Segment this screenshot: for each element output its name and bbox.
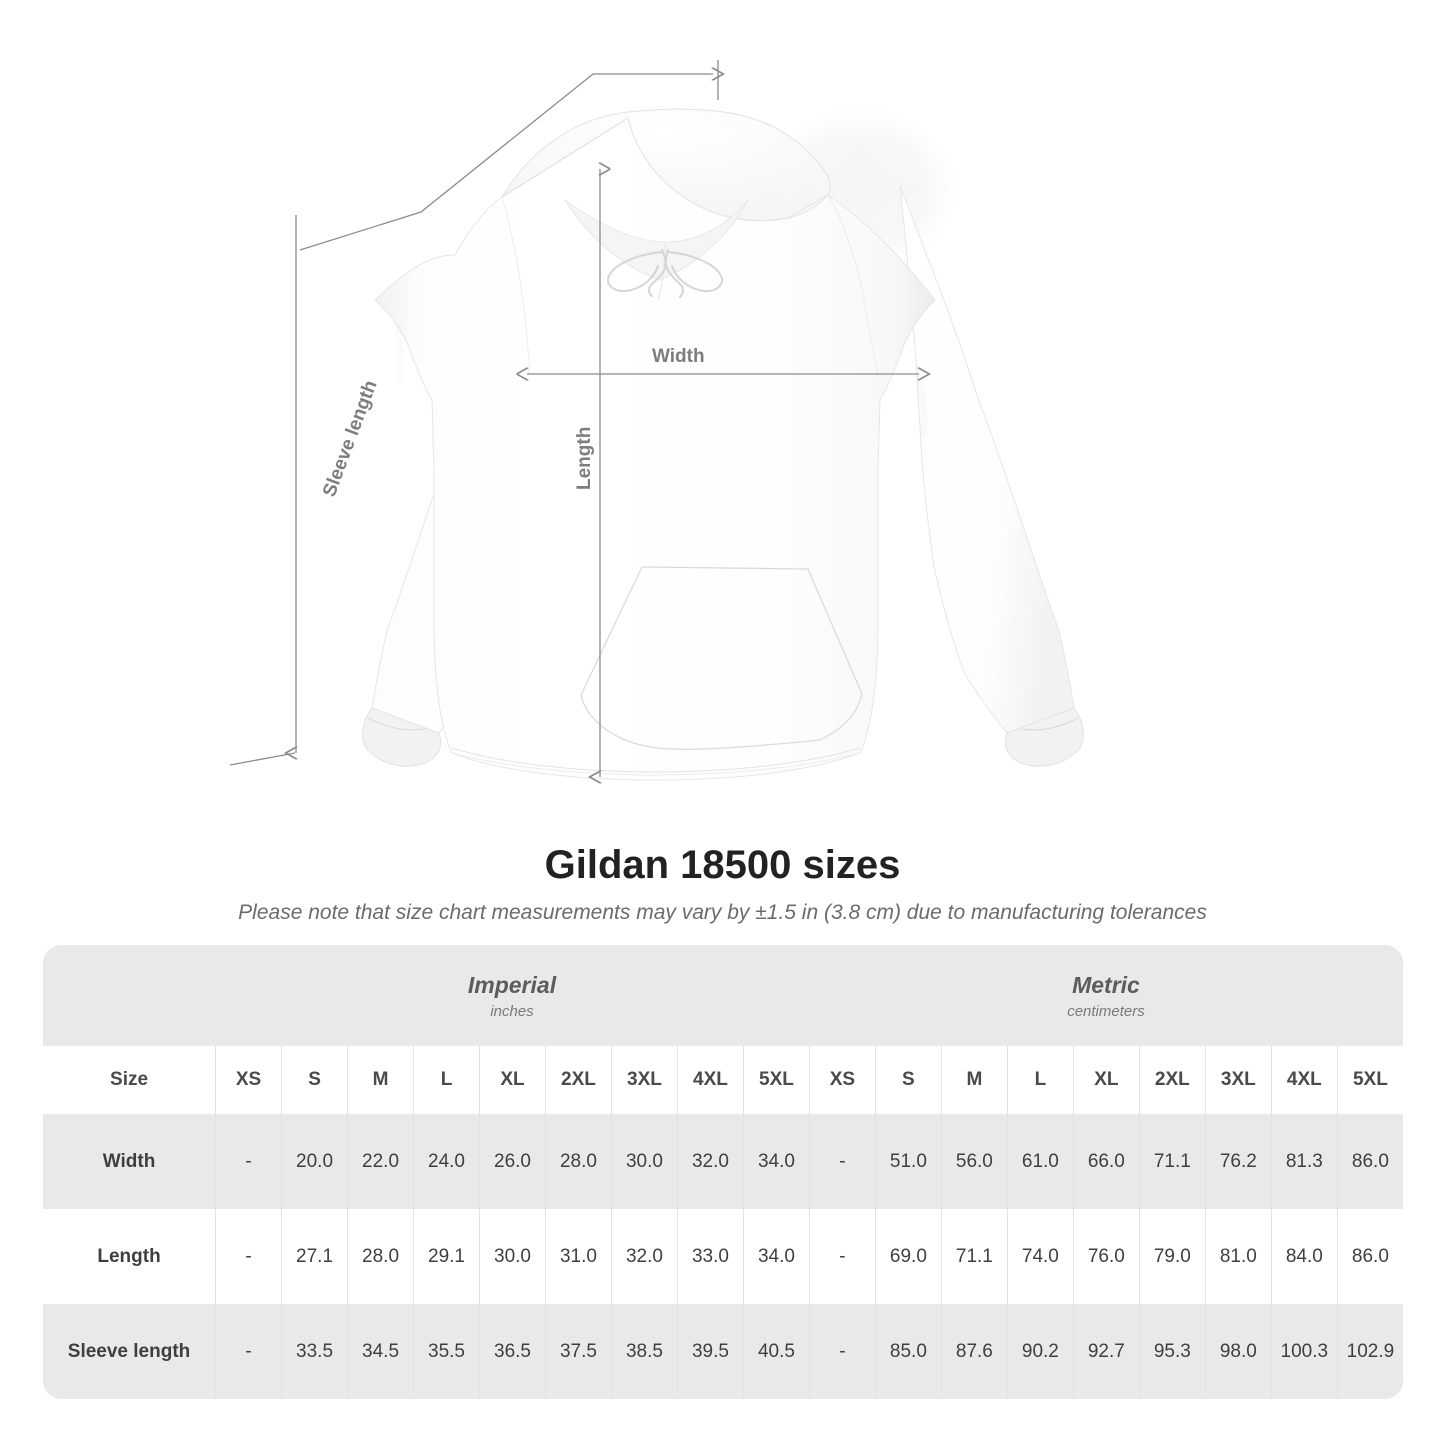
svg-text:Sleeve length: Sleeve length [319, 378, 382, 500]
svg-text:Length: Length [574, 427, 595, 490]
svg-text:Width: Width [652, 346, 705, 367]
